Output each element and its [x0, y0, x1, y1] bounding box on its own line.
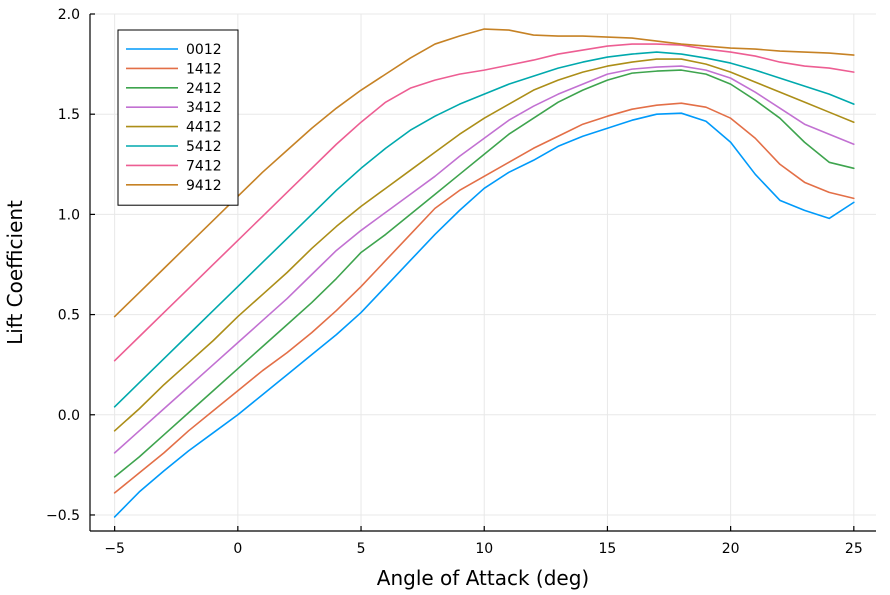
- legend-label: 7412: [186, 158, 222, 174]
- y-tick-label: −0.5: [46, 508, 80, 524]
- legend: 0012 1412 2412 3412 4412 5412 7412 9412: [117, 29, 239, 206]
- legend-label: 4412: [186, 120, 222, 136]
- x-tick-label: 5: [357, 541, 366, 557]
- x-tick-label: 15: [599, 541, 617, 557]
- y-tick-label: 0.5: [58, 308, 80, 324]
- legend-label: 3412: [186, 100, 222, 116]
- x-axis-title: Angle of Attack (deg): [377, 566, 589, 590]
- x-tick-label: 25: [845, 541, 863, 557]
- legend-label: 9412: [186, 178, 222, 194]
- legend-box: [117, 29, 239, 206]
- y-tick-label: 1.0: [58, 207, 80, 223]
- x-tick-label: −5: [104, 541, 125, 557]
- series-line-3412: [113, 65, 855, 454]
- x-tick-label: 10: [475, 541, 493, 557]
- axes: [89, 14, 876, 532]
- y-axis-title: Lift Coefficient: [3, 200, 27, 345]
- y-tick-label: 2.0: [58, 7, 80, 23]
- x-tick-label: 20: [722, 541, 740, 557]
- y-tick-label: 0.0: [58, 408, 80, 424]
- y-ticks: −0.5 0.0 0.5 1.0 1.5 2.0: [46, 7, 95, 524]
- series-line-7412: [113, 43, 855, 362]
- legend-label: 1412: [186, 61, 222, 77]
- series-line-2412: [113, 69, 855, 478]
- y-tick-label: 1.5: [58, 107, 80, 123]
- series-line-5412: [113, 51, 855, 408]
- legend-label: 2412: [186, 81, 222, 97]
- x-ticks: −5 0 5 10 15 20 25: [104, 526, 863, 557]
- series-line-1412: [113, 102, 855, 494]
- series-line-4412: [113, 58, 855, 432]
- legend-label: 5412: [186, 139, 222, 155]
- x-tick-label: 0: [233, 541, 242, 557]
- legend-label: 0012: [186, 42, 222, 58]
- series-line-0012: [113, 112, 855, 518]
